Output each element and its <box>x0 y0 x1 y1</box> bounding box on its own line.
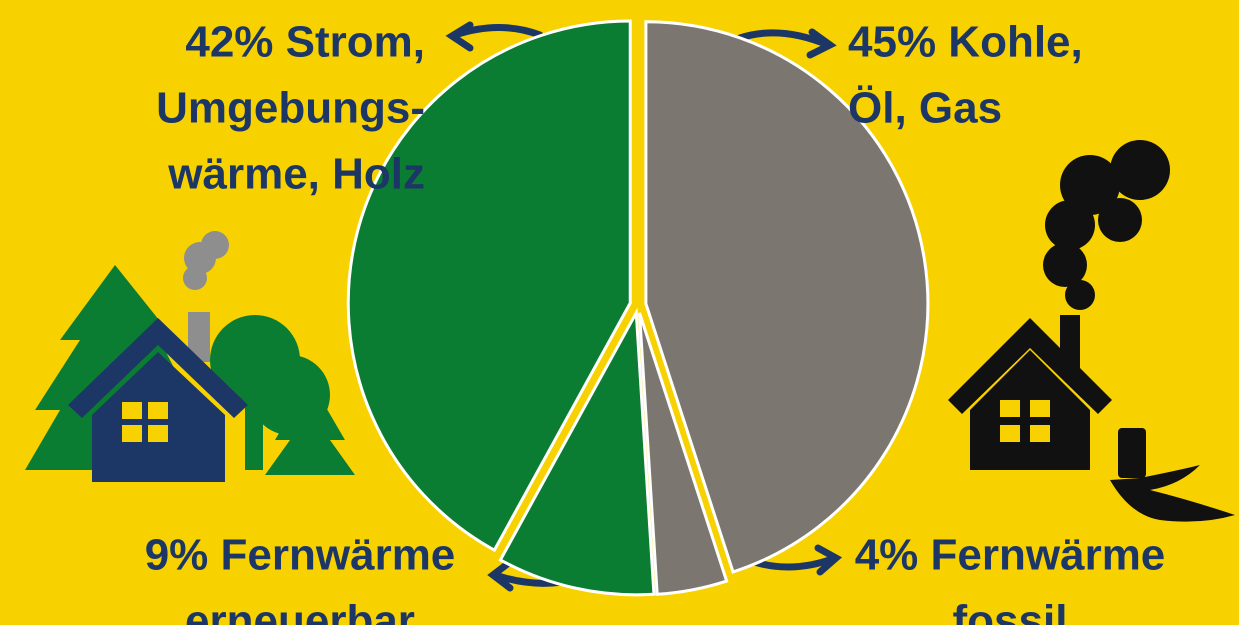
arrow-head <box>814 544 843 576</box>
slice-label: 45% Kohle, <box>848 18 1083 67</box>
pie-slice <box>346 19 632 553</box>
slice-label: 42% Strom, <box>185 18 425 67</box>
arrow <box>736 29 832 49</box>
slice-label: Öl, Gas <box>848 84 1002 133</box>
arrow-head <box>806 28 837 59</box>
arrows <box>445 21 843 592</box>
slice-label: 4% Fernwärme <box>855 531 1166 580</box>
pie-slice <box>498 307 656 597</box>
arrow-head <box>487 558 514 592</box>
pie-slice <box>638 312 729 596</box>
green-house-illustration <box>25 231 355 482</box>
arrow-head <box>445 21 474 52</box>
slice-label: erneuerbar <box>185 597 415 625</box>
black-house-illustration <box>948 140 1235 522</box>
labels: 45% Kohle, Öl, Gas 4% Fernwärme fossil 9% Fe… <box>145 18 1166 625</box>
slice-label: wärme, Holz <box>167 150 425 199</box>
pie-slice <box>644 20 930 574</box>
slice-label: fossil <box>953 597 1068 625</box>
slice-label: Umgebungs- <box>156 84 425 133</box>
pie <box>346 19 930 597</box>
slice-label: 9% Fernwärme <box>145 531 456 580</box>
